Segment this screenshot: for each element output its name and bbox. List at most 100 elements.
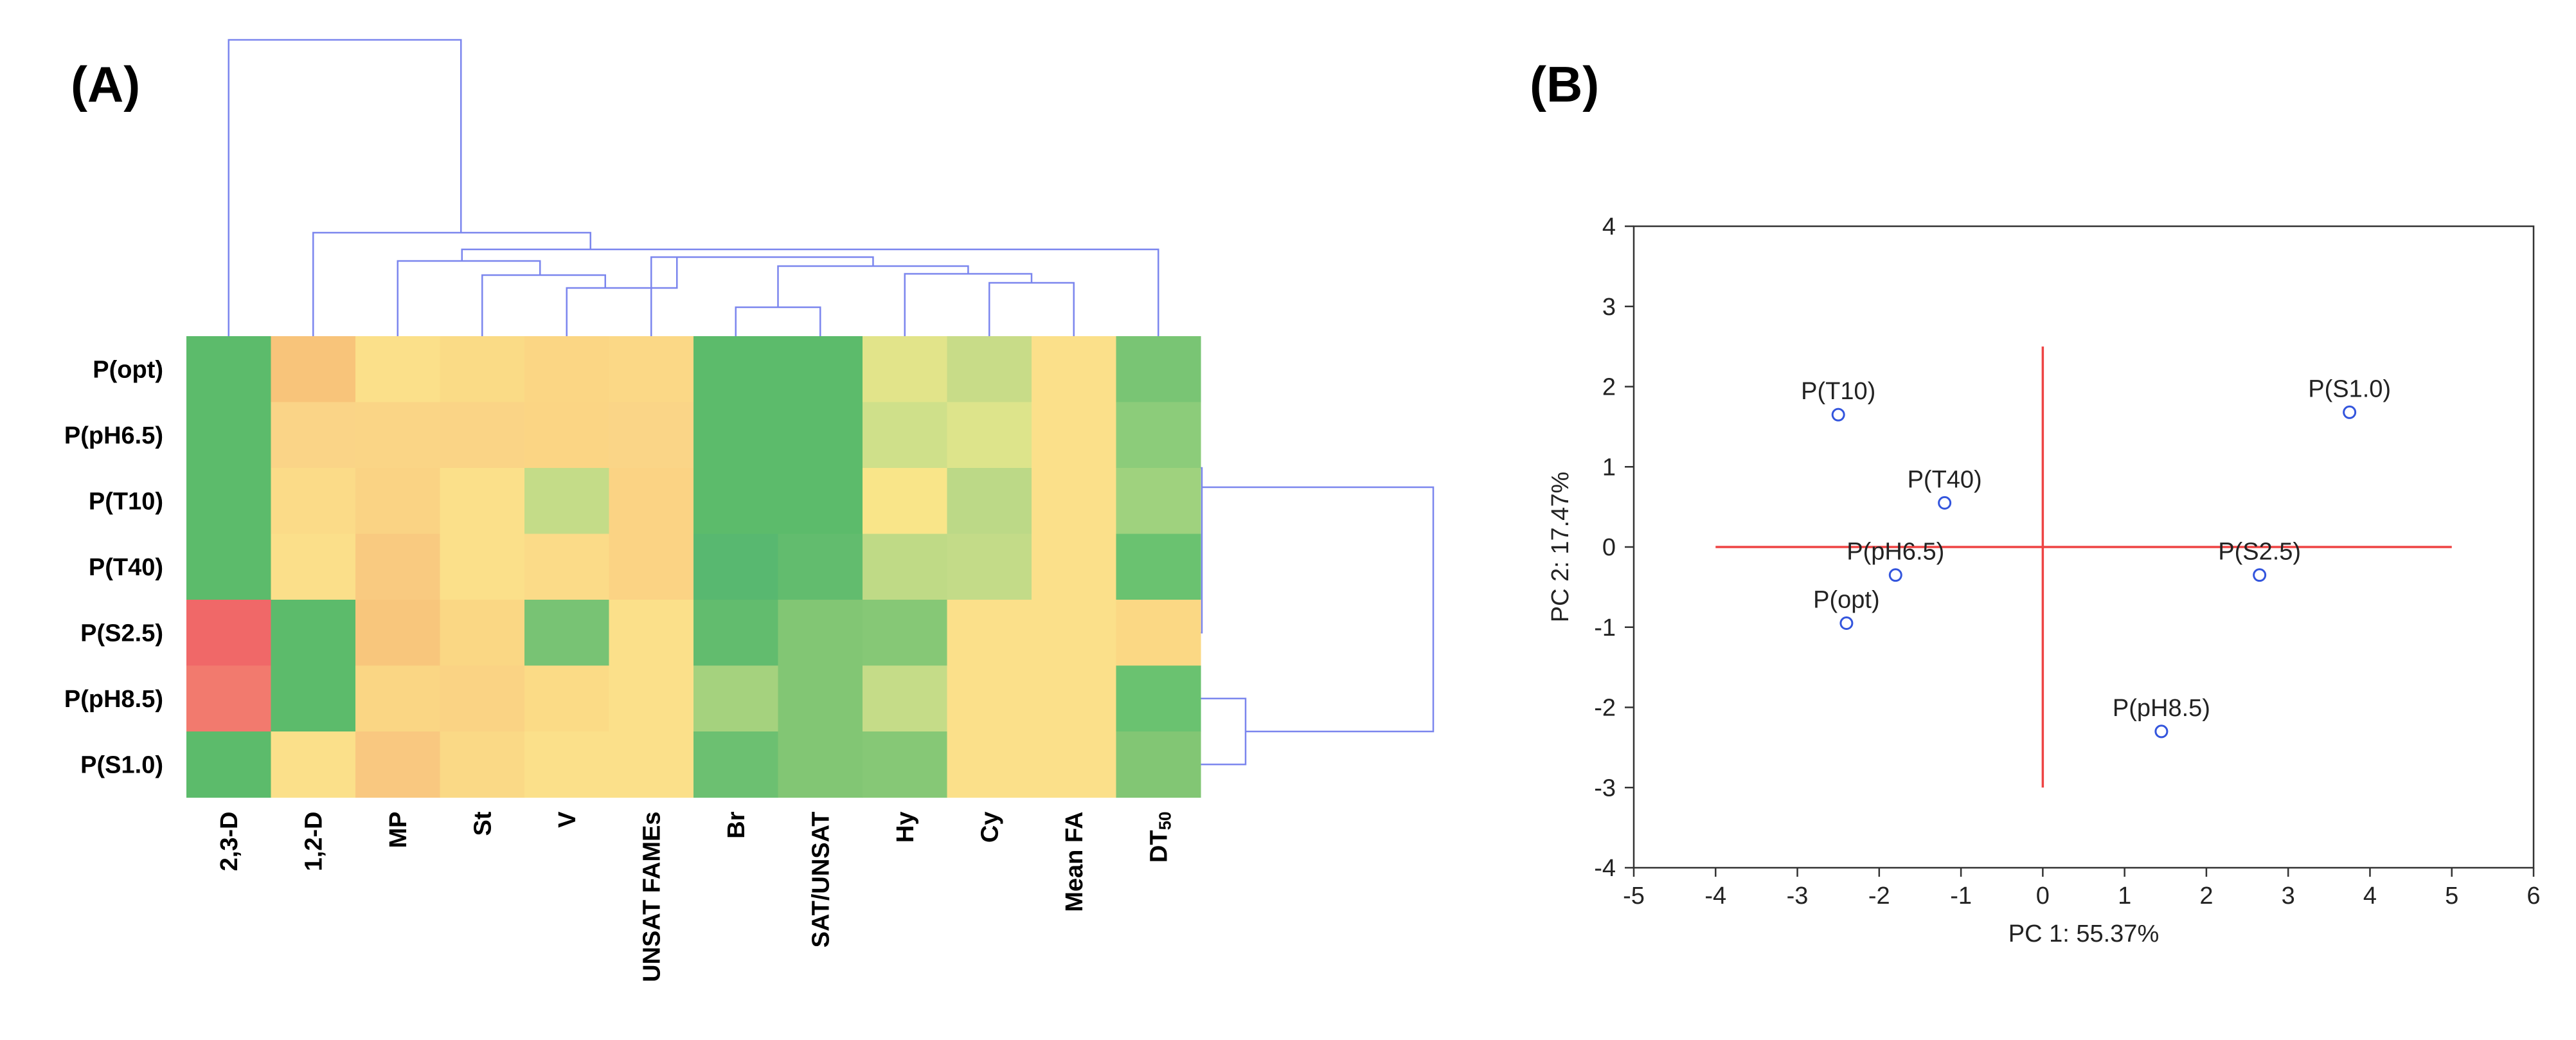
column-label: DT50 [1145, 812, 1174, 863]
dendrogram-link [228, 39, 462, 336]
heatmap-cell [1116, 665, 1201, 732]
heatmap-cell [947, 336, 1032, 403]
heatmap-cell [271, 402, 356, 469]
heatmap-cell [524, 731, 610, 798]
x-tick-label: -3 [1787, 883, 1809, 910]
heatmap-cell [693, 402, 779, 469]
heatmap-cell [863, 468, 948, 535]
heatmap-cell [186, 336, 272, 403]
x-tick-label: 4 [2363, 883, 2377, 910]
row-label: P(T10) [89, 488, 163, 515]
pca-points: P(T10) P(S1.0) P(T40) P(pH6.5) P(S2.5) P(opt)… [1801, 375, 2391, 739]
heatmap-cell [355, 533, 441, 600]
heatmap-cell [1116, 402, 1201, 469]
column-label: St [469, 811, 496, 836]
dendrogram-link [397, 260, 541, 336]
heatmap-cell [271, 533, 356, 600]
x-tick-label: 6 [2527, 883, 2540, 910]
heatmap-cell [440, 731, 525, 798]
heatmap-cell [1116, 600, 1201, 667]
heatmap-cell [609, 600, 694, 667]
column-label: Hy [892, 812, 919, 843]
heatmap-cell [863, 665, 948, 732]
pca-axis-ticks: -5 -4 -3 -2 -1 0 1 2 3 4 5 6 4 3 2 1 0 -1 -2 -3 -4 [1594, 213, 2540, 910]
heatmap-cell [863, 336, 948, 403]
heatmap-cell [947, 600, 1032, 667]
heatmap-cell [524, 468, 610, 535]
heatmap-cell [1032, 402, 1117, 469]
x-tick-label: -5 [1623, 883, 1645, 910]
y-tick-label: 0 [1602, 534, 1616, 561]
pca-point-label: P(pH6.5) [1847, 539, 1944, 566]
heatmap-cell [1032, 336, 1117, 403]
heatmap-cell [440, 600, 525, 667]
column-label: UNSAT FAMEs [638, 812, 665, 982]
dendrogram-link [988, 282, 1075, 336]
heatmap-cell [778, 665, 863, 732]
y-tick-label: 3 [1602, 294, 1616, 321]
heatmap-cell [271, 665, 356, 732]
x-tick-label: -2 [1868, 883, 1890, 910]
heatmap-cell [355, 468, 441, 535]
heatmap-cell [863, 402, 948, 469]
heatmap-cell [609, 533, 694, 600]
panel-b-label: (B) [1530, 56, 1599, 112]
heatmap-cell [1032, 665, 1117, 732]
heatmap-cell [1032, 468, 1117, 535]
pca-point-label: P(T40) [1908, 466, 1982, 493]
heatmap-cell [693, 468, 779, 535]
row-label: P(T40) [89, 554, 163, 581]
row-label: P(opt) [93, 356, 163, 383]
heatmap-cell [1032, 600, 1117, 667]
pca-point-label: P(opt) [1813, 587, 1879, 614]
heatmap-cell [524, 665, 610, 732]
heatmap-cell [693, 731, 779, 798]
column-label: Br [723, 811, 750, 838]
y-tick-label: -3 [1594, 775, 1616, 802]
heatmap-cell [693, 600, 779, 667]
heatmap-cell [186, 402, 272, 469]
heatmap-cell [778, 402, 863, 469]
heatmap-cell [524, 533, 610, 600]
pca-point [2343, 405, 2357, 419]
heatmap-cell [440, 533, 525, 600]
y-tick-label: 1 [1602, 454, 1616, 481]
heatmap-cell [271, 468, 356, 535]
column-label: MP [385, 812, 412, 848]
pca-origin-lines [1715, 346, 2452, 788]
pca-point-label: P(S1.0) [2308, 375, 2391, 402]
heatmap-cell [440, 665, 525, 732]
pca-panel: (B) -5 -4 -3 -2 -1 0 1 2 3 4 5 6 4 3 2 1 0 -1 -2 -3 -4 P(T10… [1530, 56, 2541, 947]
heatmap-cell [947, 468, 1032, 535]
heatmap-cell [863, 731, 948, 798]
row-label: P(pH6.5) [64, 422, 163, 449]
column-label: 1,2-D [300, 812, 327, 872]
dendrogram-link [650, 256, 874, 336]
heatmap-cell [693, 336, 779, 403]
heatmap-cell [355, 336, 441, 403]
dendrogram-link [481, 274, 606, 336]
column-label: V [554, 811, 581, 828]
pca-point [1938, 496, 1952, 510]
heatmap-cell [186, 600, 272, 667]
pca-point [1888, 568, 1902, 582]
heatmap-cell [609, 336, 694, 403]
column-label: 2,3-D [216, 812, 243, 872]
row-label: P(S1.0) [80, 751, 163, 778]
heatmap-cell [355, 665, 441, 732]
heatmap-cell [609, 731, 694, 798]
dendrogram-link [735, 306, 821, 336]
heatmap-cell [186, 731, 272, 798]
pca-point [2253, 568, 2267, 582]
column-label: SAT/UNSAT [807, 812, 834, 948]
x-tick-label: 1 [2118, 883, 2131, 910]
pca-point-label: P(pH8.5) [2113, 695, 2210, 722]
heatmap-cell [271, 731, 356, 798]
heatmap-cell [609, 468, 694, 535]
y-axis-title: PC 2: 17.47% [1547, 472, 1574, 622]
row-dendrogram [1175, 368, 1435, 766]
heatmap-cell [186, 665, 272, 732]
x-tick-label: 3 [2282, 883, 2295, 910]
heatmap-cell [947, 731, 1032, 798]
